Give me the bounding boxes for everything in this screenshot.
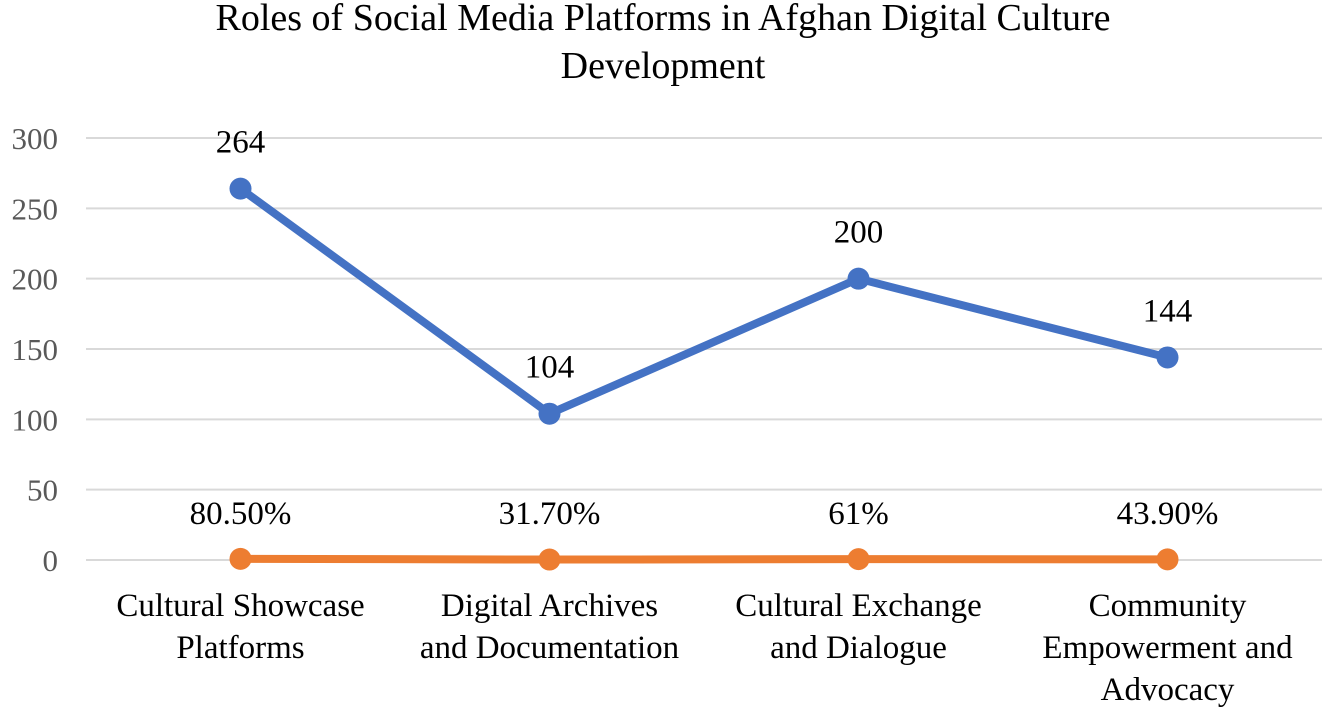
series-2-line (236, 554, 1172, 564)
x-tick-label-line: and Dialogue (770, 630, 947, 666)
y-axis-tick-labels: 0 50 100 150 200 250 300 (12, 121, 59, 578)
series-1-point (229, 177, 252, 200)
series-1-data-label: 200 (834, 215, 884, 251)
chart-title-line-1: Roles of Social Media Platforms in Afgha… (216, 0, 1111, 39)
series-1-data-label: 104 (525, 350, 575, 386)
y-tick-label: 300 (12, 121, 59, 156)
data-labels: 80.50% 31.70% 61% 43.90% 264 104 200 144 (190, 125, 1219, 532)
x-tick-label: Digital Archives and Documentation (420, 588, 679, 666)
x-tick-label-line: Cultural Showcase (116, 588, 364, 624)
x-tick-label-line: Cultural Exchange (735, 588, 982, 624)
series-2-point (229, 547, 252, 570)
x-tick-label: Cultural Exchange and Dialogue (735, 588, 982, 666)
y-tick-label: 150 (12, 332, 59, 367)
x-axis-tick-labels: Cultural Showcase Platforms Digital Archiv… (116, 588, 1293, 708)
series-lines (229, 177, 1179, 571)
series-2-data-label: 31.70% (499, 496, 601, 532)
x-tick-label: Community Empowerment and Advocacy (1042, 588, 1293, 708)
series-1-point (1156, 346, 1179, 369)
series-2-data-label: 43.90% (1117, 496, 1219, 532)
series-2-point (847, 548, 870, 571)
y-tick-label: 250 (12, 191, 59, 226)
series-1-point (847, 267, 870, 290)
series-2-data-label: 80.50% (190, 496, 292, 532)
x-tick-label-line: Community (1089, 588, 1247, 624)
series-1-data-label: 264 (216, 125, 266, 161)
y-tick-label: 200 (12, 262, 59, 297)
series-2-point (1156, 548, 1179, 571)
series-2-point (538, 548, 561, 571)
series-1-data-label: 144 (1143, 293, 1193, 329)
x-tick-label-line: Platforms (176, 630, 304, 666)
x-tick-label: Cultural Showcase Platforms (116, 588, 364, 666)
x-tick-label-line: Advocacy (1101, 672, 1235, 708)
y-tick-label: 0 (43, 543, 59, 578)
series-1-point (538, 402, 561, 425)
chart-title-line-2: Development (561, 45, 766, 87)
x-tick-label-line: and Documentation (420, 630, 679, 666)
series-2-data-label: 61% (828, 496, 889, 532)
x-tick-label-line: Empowerment and (1042, 630, 1293, 666)
series-1-line (236, 184, 1172, 418)
x-tick-label-line: Digital Archives (441, 588, 658, 624)
y-tick-label: 100 (12, 402, 59, 437)
y-tick-label: 50 (27, 473, 58, 508)
gridlines (86, 137, 1322, 561)
